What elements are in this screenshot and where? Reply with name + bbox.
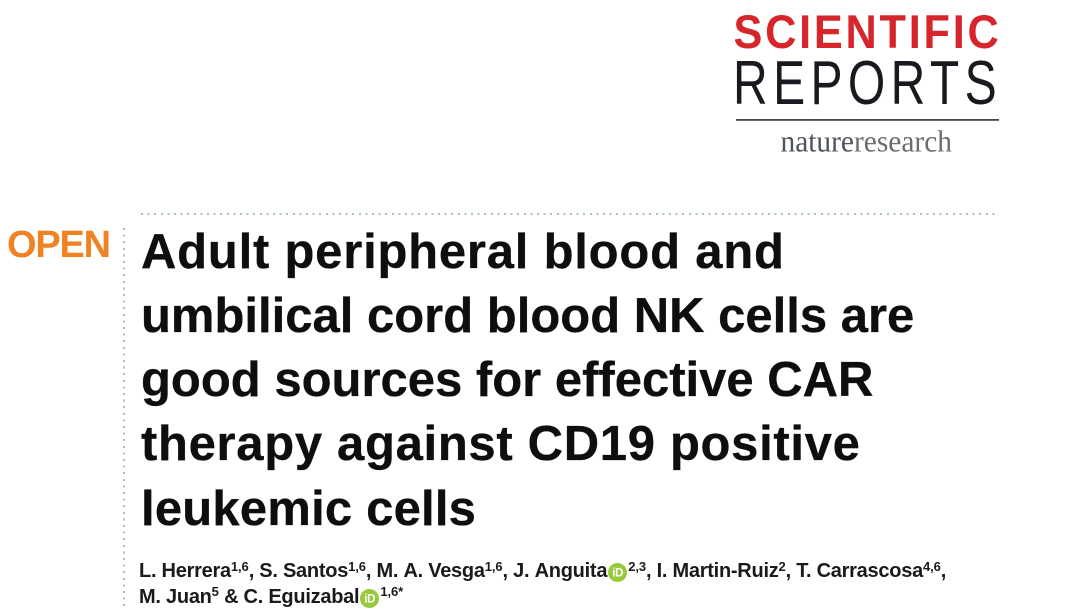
svg-text:nature: nature bbox=[781, 125, 855, 159]
svg-text:REPORTS: REPORTS bbox=[733, 48, 1002, 118]
svg-text:iD: iD bbox=[365, 593, 376, 605]
svg-text:research: research bbox=[854, 125, 952, 159]
svg-text:SCIENTIFIC: SCIENTIFIC bbox=[734, 5, 1002, 58]
svg-text:iD: iD bbox=[612, 568, 623, 580]
